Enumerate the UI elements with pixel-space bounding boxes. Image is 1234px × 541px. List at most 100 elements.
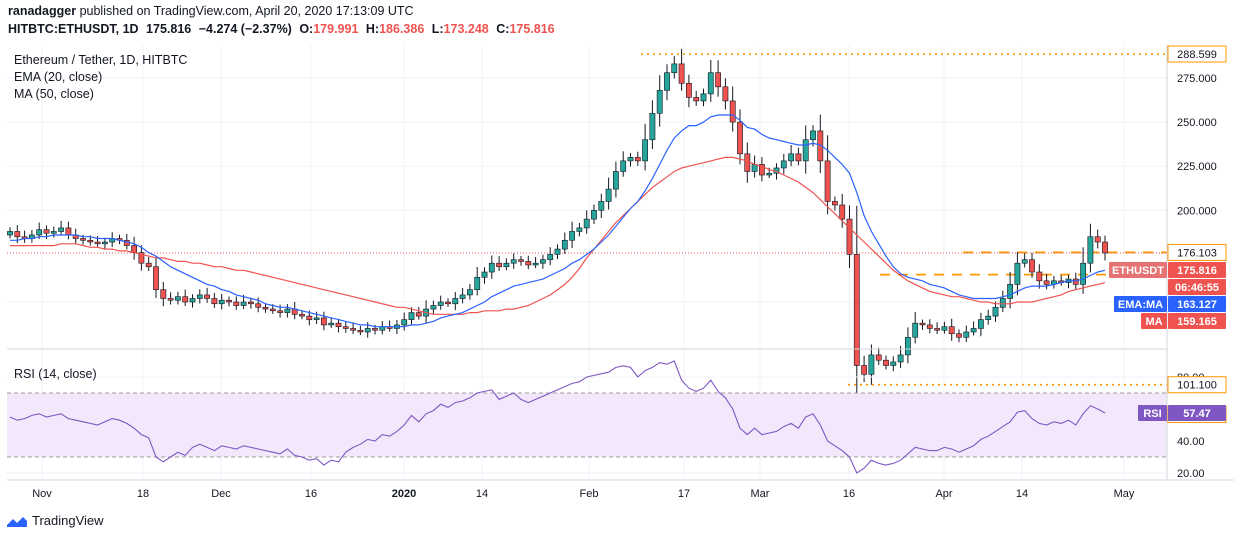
- candle-body: [474, 277, 481, 290]
- candle-body: [612, 171, 619, 190]
- time-tick-label: 16: [305, 488, 317, 500]
- svg-text:159.165: 159.165: [1177, 316, 1217, 328]
- svg-text:288.599: 288.599: [1177, 49, 1217, 61]
- candle-body: [664, 72, 670, 91]
- candle-body: [912, 322, 919, 338]
- candle-body: [977, 319, 984, 329]
- candle-body: [897, 354, 904, 363]
- candle-body: [934, 328, 940, 331]
- candle-body: [36, 229, 43, 236]
- candle-body: [284, 308, 291, 313]
- candle-body: [226, 299, 232, 303]
- svg-text:06:46:55: 06:46:55: [1175, 282, 1219, 294]
- candle-body: [335, 322, 342, 327]
- candle-body: [715, 72, 721, 88]
- candle-body: [693, 97, 700, 102]
- time-tick-label: 14: [1016, 488, 1028, 500]
- time-tick-label: 17: [678, 488, 690, 500]
- candle-body: [94, 241, 101, 245]
- tradingview-logo[interactable]: TradingView: [6, 513, 104, 528]
- publisher-name[interactable]: ranadagger: [8, 4, 77, 18]
- candle-body: [167, 298, 174, 301]
- ema-value-tag: 163.127: [1168, 295, 1226, 312]
- candle-body: [58, 227, 64, 232]
- published-text: published on TradingView.com, April 20, …: [79, 4, 414, 18]
- candle-body: [985, 315, 992, 320]
- candle-body: [707, 72, 714, 95]
- candle-body: [941, 326, 948, 331]
- candle-body: [1072, 278, 1079, 285]
- candle-body: [277, 310, 283, 313]
- rsi-pane: RSI (14, close): [7, 360, 1167, 474]
- countdown-tag: 06:46:55: [1168, 278, 1226, 295]
- price-tick-label: 275.000: [1177, 73, 1217, 85]
- time-tick-label: May: [1114, 488, 1135, 500]
- candle-body: [320, 317, 327, 326]
- candle-body: [591, 209, 597, 220]
- candle-body: [824, 160, 831, 202]
- rsi-legend[interactable]: RSI (14, close): [14, 367, 97, 381]
- candle-body: [569, 231, 575, 241]
- candle-body: [269, 308, 276, 312]
- candle-body: [1087, 236, 1094, 264]
- price-tick-label: 250.000: [1177, 117, 1217, 129]
- candle-body: [554, 248, 561, 255]
- candle-body: [817, 130, 824, 162]
- ema-line: [10, 114, 1106, 328]
- rsi-line: [9, 360, 1106, 474]
- candle-body: [634, 157, 641, 162]
- candle-body: [299, 314, 305, 317]
- rsi-name-tag: RSI: [1138, 405, 1167, 422]
- candle-body: [459, 294, 466, 299]
- price-tick-label: 225.000: [1177, 161, 1217, 173]
- candle-body: [313, 317, 320, 320]
- rsi-tick-label: 20.00: [1177, 468, 1205, 480]
- candle-body: [904, 336, 911, 356]
- candle-body: [992, 306, 999, 317]
- level-price-tag: 288.599: [1167, 45, 1227, 63]
- candle-body: [810, 130, 816, 141]
- candle-body: [452, 298, 459, 305]
- candle-body: [7, 231, 13, 236]
- level-price-tag: 101.100: [1167, 376, 1227, 394]
- candle-body: [204, 294, 210, 299]
- candle-body: [445, 301, 451, 305]
- time-axis[interactable]: Nov 18 Dec 16 2020 14 Feb 17 Mar 16 Apr 14 May: [32, 488, 1135, 500]
- candle-body: [802, 139, 809, 162]
- candle-body: [65, 227, 72, 236]
- last-price-tag: 175.816: [1168, 261, 1226, 278]
- svg-text:163.127: 163.127: [1177, 299, 1217, 311]
- symbol-tag: ETHUSDT: [1109, 261, 1167, 278]
- tradingview-logo-icon: [7, 516, 27, 527]
- candle-body: [722, 86, 729, 102]
- candle-body: [525, 261, 532, 266]
- candle-body: [758, 164, 765, 176]
- ema-legend[interactable]: EMA (20, close): [14, 70, 102, 84]
- candle-body: [656, 90, 663, 114]
- candle-body: [766, 172, 773, 176]
- time-tick-label: Mar: [751, 488, 770, 500]
- high-value: 186.386: [379, 22, 425, 36]
- ma-legend[interactable]: MA (50, close): [14, 87, 94, 101]
- candle-body: [430, 305, 437, 310]
- candle-body: [956, 333, 962, 338]
- svg-text:RSI: RSI: [1143, 408, 1161, 420]
- candle-body: [233, 301, 240, 306]
- candle-body: [737, 121, 743, 155]
- candle-body: [853, 254, 860, 366]
- ma-line: [10, 156, 1106, 315]
- candle-body: [160, 289, 167, 299]
- candle-body: [1029, 259, 1035, 273]
- candle-body: [846, 218, 853, 255]
- candle-body: [87, 239, 94, 243]
- candles: [7, 48, 1108, 396]
- ma-name-tag: MA: [1141, 312, 1167, 329]
- candle-body: [488, 262, 495, 273]
- candle-body: [175, 296, 181, 301]
- candle-body: [481, 271, 488, 278]
- low-label: L:: [431, 22, 444, 36]
- rsi-value-tag: 57.47: [1168, 405, 1226, 422]
- candle-body: [1094, 236, 1101, 243]
